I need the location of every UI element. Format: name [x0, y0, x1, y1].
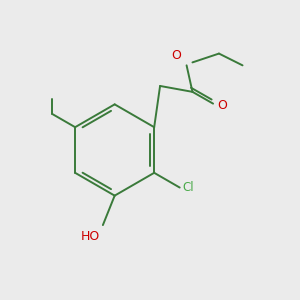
- Text: HO: HO: [81, 230, 100, 242]
- Text: Cl: Cl: [183, 181, 194, 194]
- Text: O: O: [218, 99, 227, 112]
- Text: O: O: [171, 50, 181, 62]
